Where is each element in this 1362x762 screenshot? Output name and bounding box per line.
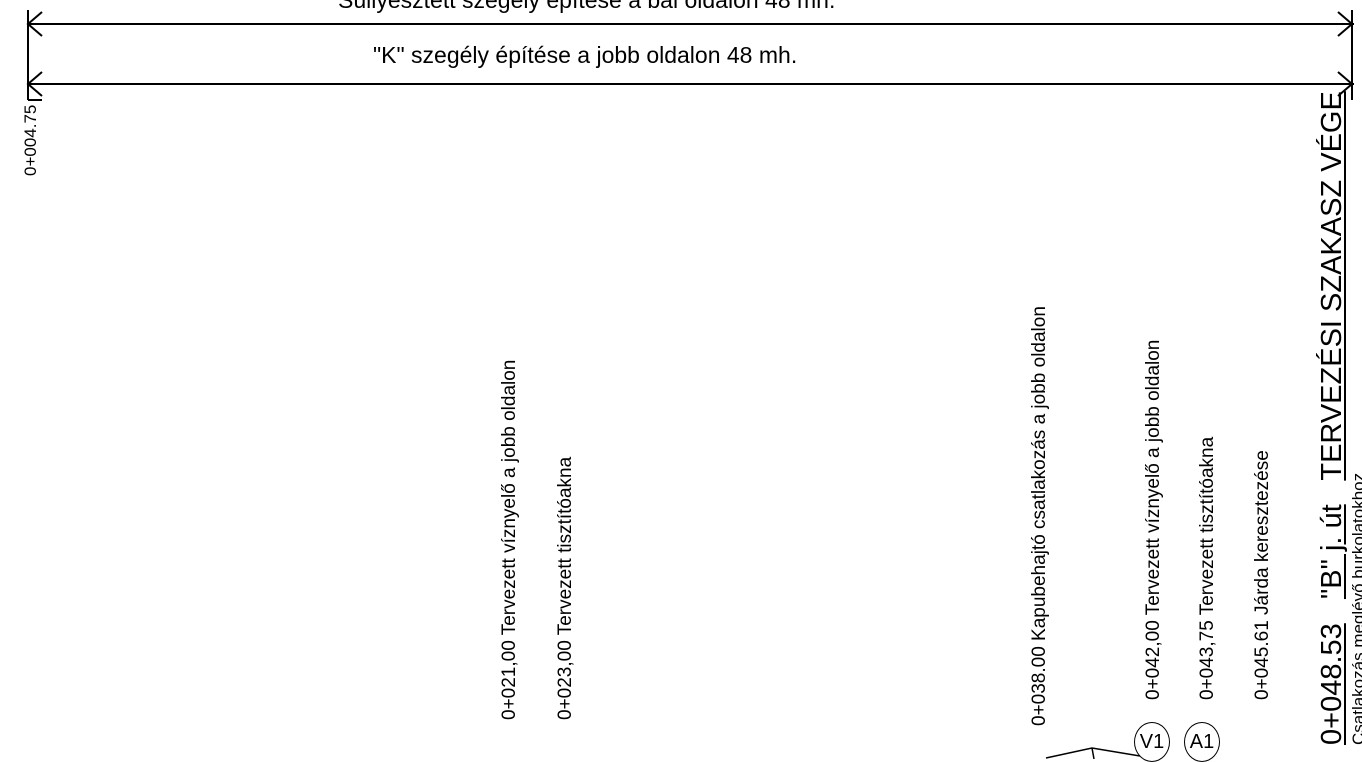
annotation-3: 0+042,00 Tervezett víznyelő a jobb oldal… xyxy=(1143,339,1164,700)
arrow-right-bottom xyxy=(1337,71,1354,97)
end-section-label: TERVEZÉSI SZAKASZ VÉGE xyxy=(1316,91,1348,481)
end-note: Csatlakozás meglévő burkolatokhoz xyxy=(1349,472,1362,745)
annotation-5: 0+045.61 Járda keresztezése xyxy=(1252,450,1273,700)
arrow-right-top xyxy=(1337,11,1354,37)
arrow-left-top xyxy=(26,11,43,37)
annotation-0: 0+021,00 Tervezett víznyelő a jobb oldal… xyxy=(499,359,520,720)
annotation-4: 0+043,75 Tervezett tisztítóakna xyxy=(1197,436,1218,700)
end-section-title: 0+048.53 "B" j. út TERVEZÉSI SZAKASZ VÉG… xyxy=(1316,91,1348,745)
header-line-1: Süllyesztett szegély építése a bal oldal… xyxy=(338,0,836,13)
station-start: 0+004.75 xyxy=(21,104,40,176)
annotation-2: 0+038.00 Kapubehajtó csatlakozás a jobb … xyxy=(1029,306,1050,726)
symbol-a1: A1 xyxy=(1184,722,1220,762)
header-line-2: "K" szegély építése a jobb oldalon 48 mh… xyxy=(373,42,798,68)
symbol-v1: V1 xyxy=(1134,722,1170,762)
arrow-left-bottom xyxy=(26,71,43,97)
end-road-name: "B" j. út xyxy=(1316,504,1348,600)
annotation-1: 0+023,00 Tervezett tisztítóakna xyxy=(555,456,576,720)
end-station: 0+048.53 xyxy=(1316,623,1348,745)
